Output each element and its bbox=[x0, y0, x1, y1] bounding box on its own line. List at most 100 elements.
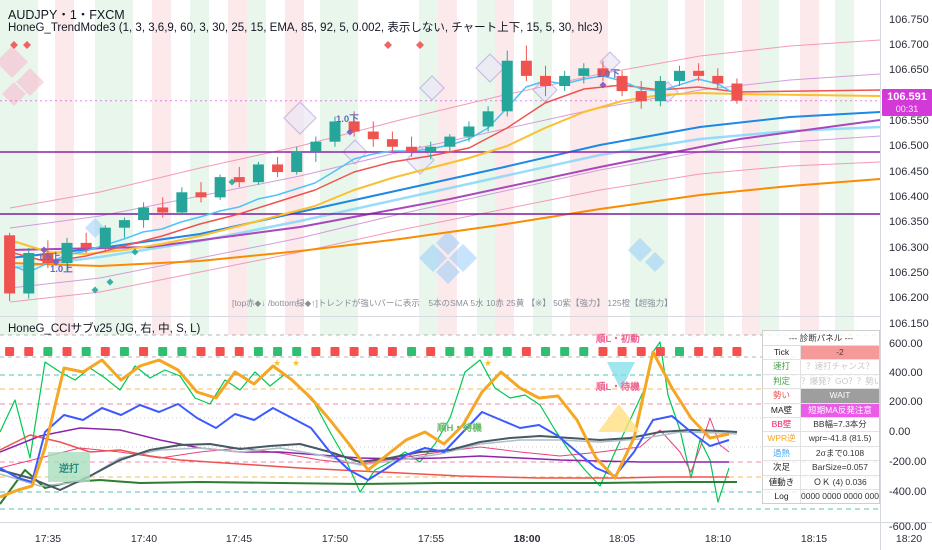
candle-body bbox=[23, 253, 35, 294]
overlay-band-upper bbox=[9, 39, 881, 209]
symbol-title[interactable]: AUDJPY・1・FXCM bbox=[8, 8, 125, 22]
diagnostic-panel-row: 過熱 2σまで0.108 bbox=[763, 446, 879, 462]
diagnostic-row-value: ？速打チャンス？ bbox=[806, 361, 874, 372]
signal-square bbox=[349, 347, 359, 356]
diagnostic-row-label: 判定 bbox=[763, 374, 801, 389]
candle-body bbox=[731, 83, 743, 101]
indicator-axis-label: -200.00 bbox=[889, 456, 927, 468]
signal-square bbox=[636, 347, 646, 356]
candle-body bbox=[157, 207, 169, 213]
cci-green-slow bbox=[0, 469, 737, 505]
diagnostic-row-label: 速打 bbox=[763, 360, 801, 374]
price-axis-label: 106.450 bbox=[889, 166, 929, 178]
diagnostic-panel-row: 判定？爆発？GO？？勢い？ bbox=[763, 374, 879, 390]
green-marker-diamond-icon bbox=[131, 248, 139, 256]
candle-body bbox=[348, 121, 360, 132]
signal-square bbox=[234, 347, 244, 356]
candle-body bbox=[118, 220, 130, 228]
price-axis-label: 106.700 bbox=[889, 39, 929, 51]
time-axis[interactable]: 17:35 17:40 17:45 17:50 17:55 18:00 18:05 18:10… bbox=[0, 530, 932, 550]
chart-annotation: 順L・初動 bbox=[596, 334, 640, 345]
chart-annotation: 1.5上 bbox=[38, 252, 61, 263]
candle-body bbox=[99, 227, 111, 248]
last-price-badge: 106.591 00:31 bbox=[882, 89, 932, 116]
diagnostic-panel-row: MA壁 短期MA反発注意 bbox=[763, 403, 879, 418]
signal-square bbox=[196, 347, 206, 356]
candle-body bbox=[176, 192, 188, 213]
diagnostic-row-label: WPR逆 bbox=[763, 432, 801, 446]
signal-square bbox=[483, 347, 493, 356]
violet-diamond-icon bbox=[283, 101, 317, 135]
price-axis[interactable]: 106.750106.700106.650106.600106.550106.5… bbox=[889, 0, 932, 335]
time-axis-label: 18:10 bbox=[704, 533, 732, 545]
session-stripe bbox=[55, 0, 74, 335]
chart-annotation: 順L・待機 bbox=[596, 382, 640, 393]
signal-square bbox=[502, 347, 512, 356]
overlay-ema-blue bbox=[9, 111, 881, 259]
signal-square bbox=[655, 347, 665, 356]
blue-diamond-icon bbox=[436, 231, 460, 255]
indicator-axis-label: 0.00 bbox=[889, 426, 911, 438]
star-marker-icon: ★ bbox=[484, 358, 492, 368]
chart-annotation: 1.0下 bbox=[597, 69, 620, 80]
pink-diamond-icon bbox=[0, 46, 28, 78]
indicator-axis[interactable]: 600.00 400.00 200.00 0.00 -200.00 -400.00 -600… bbox=[889, 335, 932, 535]
diagnostic-row-label: MA壁 bbox=[763, 403, 801, 417]
signal-square bbox=[464, 347, 474, 356]
violet-diamond-icon bbox=[405, 145, 435, 175]
signal-square bbox=[521, 347, 531, 356]
price-axis-label: 106.500 bbox=[889, 140, 929, 152]
signal-square bbox=[675, 347, 684, 356]
signal-square bbox=[5, 347, 15, 356]
reverse-signal-box: 逆打 bbox=[48, 452, 90, 482]
signal-square bbox=[158, 347, 168, 356]
indicator-axis-label: -600.00 bbox=[889, 521, 927, 533]
sma-legend-caption: [top赤◆↓ /bottom緑◆↑]トレンドが強いバーに表示 5本のSMA 5… bbox=[232, 298, 673, 308]
session-stripe bbox=[630, 0, 668, 335]
candle-body bbox=[214, 177, 226, 198]
red-marker-diamond-icon bbox=[416, 41, 424, 49]
diagnostic-row-value: WAIT bbox=[801, 389, 879, 403]
signal-square bbox=[62, 347, 72, 356]
diagnostic-row-value: BB幅=7.3本分 bbox=[813, 418, 867, 429]
candle-body bbox=[195, 192, 207, 198]
purple-marker-diamond-icon bbox=[52, 258, 60, 266]
time-axis-label: 17:50 bbox=[321, 533, 349, 545]
purple-marker-diamond-icon bbox=[599, 81, 607, 89]
session-stripe bbox=[685, 0, 704, 335]
candle-body bbox=[233, 177, 245, 183]
diagnostic-panel-row: 次足 BarSize=0.057 bbox=[763, 461, 879, 476]
session-stripe bbox=[438, 0, 457, 335]
candle-body bbox=[367, 131, 379, 140]
candle-body bbox=[329, 121, 341, 142]
signal-square bbox=[713, 347, 723, 356]
cci-orange-main bbox=[0, 350, 730, 499]
time-axis-label: 17:35 bbox=[34, 533, 62, 545]
candle-body bbox=[406, 146, 418, 152]
session-stripe bbox=[152, 0, 171, 335]
candle-body bbox=[540, 75, 552, 87]
signal-square bbox=[24, 347, 34, 356]
diagnostic-row-label: Tick bbox=[763, 346, 801, 360]
red-marker-diamond-icon bbox=[10, 41, 18, 49]
session-stripe bbox=[835, 0, 854, 335]
trendmode-indicator-title[interactable]: HoneG_TrendMode3 (1, 3, 3,6,9, 60, 3, 30… bbox=[8, 22, 603, 34]
diagnostic-panel: --- 診断パネル --- Tick -2 速打 ？速打チャンス？ 判定 ？爆発？GO？？… bbox=[762, 330, 880, 505]
candle-body bbox=[616, 75, 628, 92]
signal-square bbox=[215, 347, 225, 356]
overlay-sky-wide bbox=[9, 125, 881, 270]
time-axis-label: 17:40 bbox=[130, 533, 158, 545]
signal-square bbox=[560, 347, 570, 356]
overlay-sma10-red bbox=[9, 84, 881, 263]
violet-diamond-icon bbox=[475, 53, 505, 83]
chart-annotation: 1.0上 bbox=[50, 264, 73, 275]
diagnostic-panel-row: 勢い WAIT bbox=[763, 389, 879, 404]
time-axis-label: 18:05 bbox=[608, 533, 636, 545]
price-axis-label: 106.400 bbox=[889, 191, 929, 203]
diagnostic-row-value: ＯＫ (4) 0.036 bbox=[813, 476, 867, 487]
candle-body bbox=[42, 253, 54, 264]
time-axis-border bbox=[0, 522, 932, 523]
cci-indicator-title[interactable]: HoneG_CCIサブv25 (JG, 右, 中, S, L) bbox=[8, 323, 201, 335]
